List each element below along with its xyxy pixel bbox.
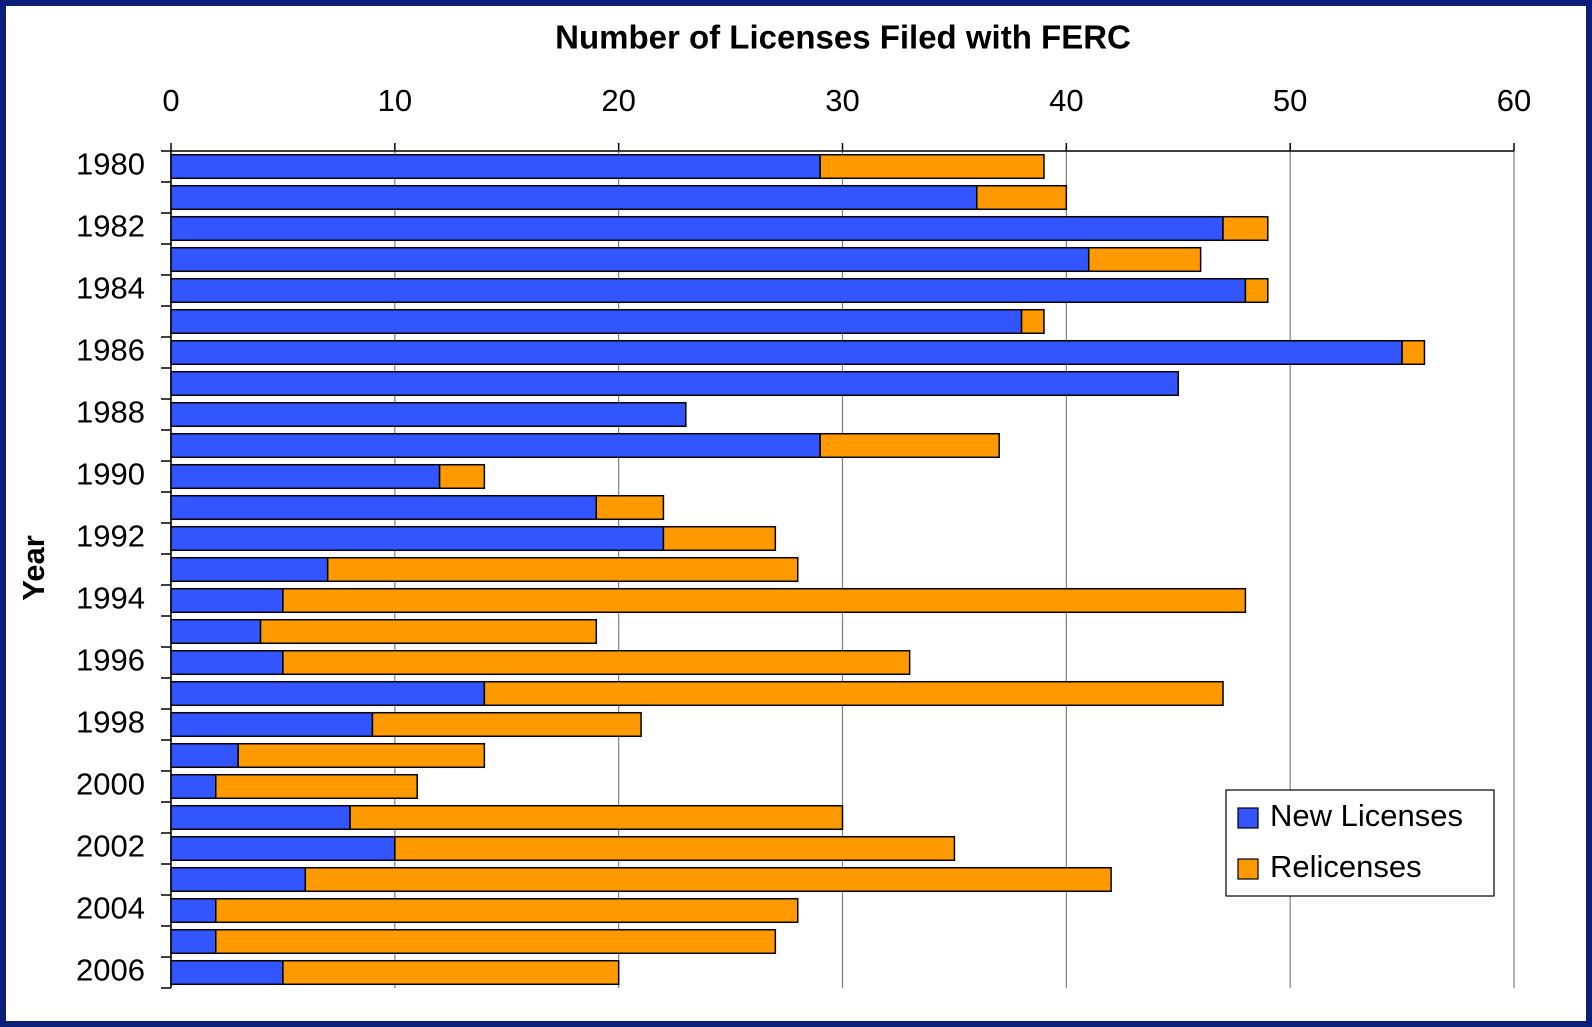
bar-segment (170, 835, 396, 862)
bar-segment (170, 897, 217, 924)
legend-label: Relicenses (1270, 849, 1422, 884)
bar-segment (170, 494, 598, 521)
bar-segment (215, 897, 799, 924)
bar-segment (438, 463, 486, 490)
bar-segment (326, 556, 799, 583)
bar-segment (304, 866, 1112, 893)
bar-segment (1087, 246, 1202, 273)
bar-segment (170, 587, 284, 614)
bar-segment (170, 277, 1247, 304)
y-tick-label: 1980 (76, 147, 145, 182)
bar-segment (819, 432, 1000, 459)
bar-segment (1020, 308, 1045, 335)
y-tick-label: 2002 (76, 829, 145, 864)
bar-segment (215, 928, 777, 955)
bar-segment (170, 184, 978, 211)
x-tick-label: 50 (1273, 83, 1307, 118)
y-tick-label: 1994 (76, 581, 145, 616)
bar-segment (170, 680, 486, 707)
bar-segment (1222, 215, 1269, 242)
y-tick-label: 1982 (76, 209, 145, 244)
bar-segment (170, 773, 217, 800)
legend-label: New Licenses (1270, 798, 1463, 833)
bar-segment (170, 215, 1224, 242)
bar-segment (170, 525, 665, 552)
bar-segment (170, 742, 239, 769)
y-axis-label: Year (16, 535, 51, 601)
y-tick-label: 2006 (76, 953, 145, 988)
legend-box (1225, 789, 1495, 897)
y-tick-label: 1992 (76, 519, 145, 554)
legend-swatch (1237, 807, 1259, 829)
y-tick-label: 2000 (76, 767, 145, 802)
bar-segment (1401, 339, 1426, 366)
bar-segment (237, 742, 486, 769)
bar-segment (595, 494, 665, 521)
y-tick-label: 1988 (76, 395, 145, 430)
bar-segment (170, 432, 821, 459)
bar-segment (282, 587, 1247, 614)
bar-segment (976, 184, 1068, 211)
chart-title: Number of Licenses Filed with FERC (555, 19, 1131, 56)
x-tick-label: 0 (162, 83, 179, 118)
x-tick-label: 60 (1497, 83, 1531, 118)
y-tick-label: 1998 (76, 705, 145, 740)
bar-segment (282, 959, 620, 986)
bar-segment (170, 959, 284, 986)
bar-segment (371, 711, 642, 738)
bar-segment (819, 153, 1045, 180)
bar-segment (170, 866, 307, 893)
x-tick-label: 30 (825, 83, 859, 118)
bar-segment (215, 773, 418, 800)
bar-segment (1244, 277, 1269, 304)
legend-swatch (1237, 858, 1259, 880)
bar-segment (170, 401, 687, 428)
bar-segment (170, 370, 1179, 397)
bar-segment (394, 835, 956, 862)
bar-segment (170, 153, 821, 180)
bar-segment (170, 556, 329, 583)
bar-segment (170, 928, 217, 955)
y-tick-label: 2004 (76, 891, 145, 926)
bar-segment (349, 804, 844, 831)
bar-segment (170, 308, 1023, 335)
bar-segment (259, 618, 598, 645)
bar-segment (662, 525, 777, 552)
y-tick-label: 1984 (76, 271, 145, 306)
bar-segment (170, 649, 284, 676)
x-tick-label: 40 (1049, 83, 1083, 118)
x-tick-label: 10 (378, 83, 412, 118)
bar-segment (170, 711, 374, 738)
bar-segment (170, 618, 262, 645)
bar-segment (170, 804, 351, 831)
y-tick-label: 1996 (76, 643, 145, 678)
y-tick-label: 1990 (76, 457, 145, 492)
bar-segment (483, 680, 1224, 707)
bar-segment (170, 246, 1090, 273)
y-tick-label: 1986 (76, 333, 145, 368)
bar-segment (170, 463, 441, 490)
bar-segment (170, 339, 1403, 366)
bar-segment (282, 649, 911, 676)
x-tick-label: 20 (601, 83, 635, 118)
